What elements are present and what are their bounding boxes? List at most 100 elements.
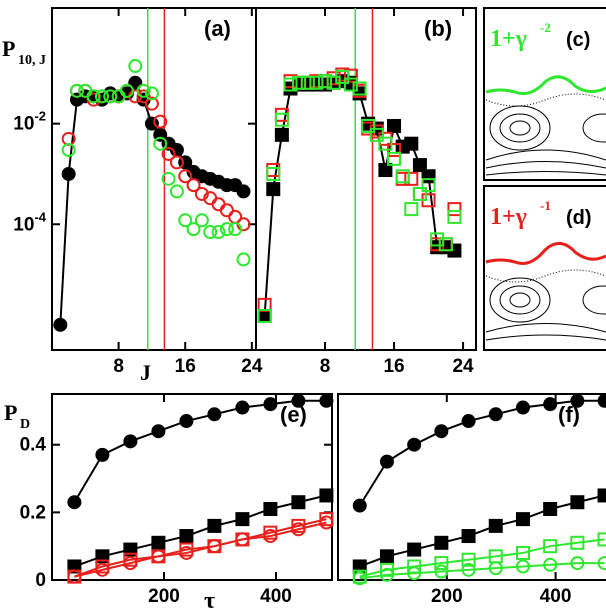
y-tick-label: 0.2: [20, 502, 46, 523]
data-point: [378, 162, 393, 177]
panel-label: (f): [558, 402, 580, 427]
data-point: [179, 414, 194, 429]
y-tick-label: 10-4: [13, 209, 46, 235]
data-point: [119, 83, 134, 98]
data-point: [292, 75, 307, 90]
data-point: [378, 136, 393, 151]
series-line: [74, 494, 327, 568]
bottom-y-axis-label: P: [4, 400, 17, 425]
data-point: [291, 522, 306, 537]
data-point: [236, 184, 251, 199]
inset-c-phase-portrait: [485, 93, 606, 176]
data-point: [515, 559, 530, 574]
data-point: [461, 552, 476, 567]
data-point: [219, 203, 234, 218]
x-tick-label: 200: [431, 586, 463, 607]
data-point: [144, 86, 159, 101]
data-point: [219, 222, 234, 237]
data-point: [69, 83, 84, 98]
data-point: [404, 171, 419, 186]
data-point: [194, 213, 209, 228]
data-point: [343, 68, 358, 83]
series-line: [359, 494, 605, 568]
data-point: [95, 562, 110, 577]
data-point: [461, 562, 476, 577]
data-point: [352, 571, 367, 586]
data-point: [379, 567, 394, 582]
data-point: [387, 151, 402, 166]
series-line: [74, 521, 327, 578]
data-point: [379, 454, 394, 469]
data-point: [94, 89, 109, 104]
data-point: [570, 393, 585, 408]
bottom-y-axis-label-sub: D: [20, 417, 30, 432]
data-point: [434, 535, 449, 550]
inset-c-green-curve: [485, 75, 606, 96]
inset-c-formula: 1+γ: [490, 26, 527, 52]
x-tick-label: 16: [175, 356, 196, 377]
data-point: [488, 561, 503, 576]
data-point: [488, 407, 503, 422]
inset-d-red-curve: [485, 242, 606, 265]
data-point: [597, 393, 606, 408]
data-point: [283, 77, 298, 92]
data-point: [95, 447, 110, 462]
x-tick-label: 24: [241, 356, 263, 377]
data-point: [597, 556, 606, 571]
data-point: [178, 213, 193, 228]
x-tick-label: 400: [540, 586, 572, 607]
data-point: [543, 557, 558, 572]
data-point: [434, 556, 449, 571]
data-point: [266, 182, 281, 197]
data-point: [488, 518, 503, 533]
data-point: [291, 495, 306, 510]
data-point: [543, 539, 558, 554]
x-tick-label: 200: [148, 586, 180, 607]
data-point: [412, 158, 427, 173]
data-point: [153, 114, 168, 129]
data-point: [570, 535, 585, 550]
y-tick-label: 0: [35, 570, 46, 591]
data-point: [169, 184, 184, 199]
data-point: [128, 75, 143, 90]
series-line: [358, 399, 605, 507]
data-point: [61, 142, 76, 157]
data-point: [404, 202, 419, 217]
data-point: [67, 569, 82, 584]
data-point: [67, 495, 82, 510]
data-point: [318, 74, 333, 89]
data-point: [263, 529, 278, 544]
data-point: [407, 437, 422, 452]
data-point: [335, 69, 350, 84]
data-point: [300, 75, 315, 90]
data-point: [515, 512, 530, 527]
data-point: [169, 155, 184, 170]
data-point: [207, 407, 222, 422]
data-point: [369, 127, 384, 142]
data-point: [379, 549, 394, 564]
panel-d-frame: [483, 185, 606, 351]
data-point: [263, 397, 278, 412]
y-tick-label: 10-2: [13, 109, 46, 135]
data-point: [257, 308, 272, 323]
data-point: [421, 178, 436, 193]
data-point: [103, 89, 118, 104]
data-point: [207, 539, 222, 554]
inset-d-phase-portrait: [485, 269, 606, 341]
data-point: [211, 225, 226, 240]
data-point: [203, 225, 218, 240]
x-tick-label: 8: [320, 356, 331, 377]
data-point: [291, 393, 306, 408]
data-point: [515, 545, 530, 560]
series-line: [73, 399, 327, 503]
data-point: [387, 118, 402, 133]
data-point: [151, 549, 166, 564]
series-line: [359, 562, 605, 580]
data-point: [235, 532, 250, 547]
data-point: [461, 529, 476, 544]
data-point: [421, 169, 436, 184]
panel-f-frame: [337, 393, 606, 581]
data-point: [361, 118, 376, 133]
data-point: [123, 556, 138, 571]
data-point: [447, 209, 462, 224]
